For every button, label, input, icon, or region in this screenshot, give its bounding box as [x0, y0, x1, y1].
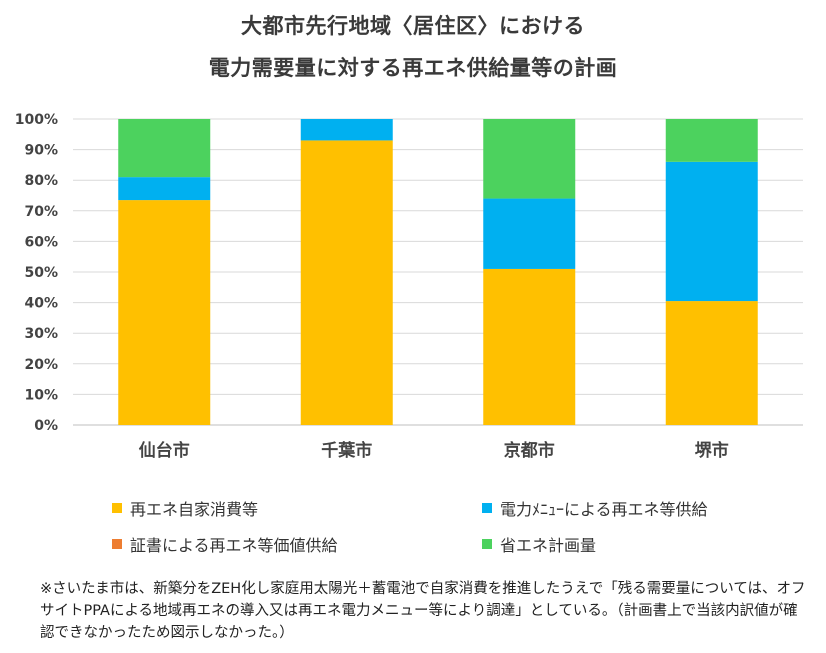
- y-tick-label: 10%: [24, 387, 58, 403]
- bar-segment: [300, 119, 393, 141]
- x-tick-label: 仙台市: [139, 440, 190, 461]
- y-tick-label: 60%: [24, 234, 58, 250]
- legend-label-certificates: 証書による再エネ等価値供給: [130, 536, 338, 555]
- legend-swatch-power-menu: [482, 503, 492, 513]
- y-tick-label: 40%: [24, 296, 58, 312]
- y-tick-label: 0%: [34, 418, 58, 434]
- x-tick-label: 千葉市: [321, 440, 372, 461]
- legend-item-certificates: 証書による再エネ等価値供給: [112, 532, 338, 556]
- y-tick-label: 80%: [24, 173, 58, 189]
- bar-segment: [483, 119, 576, 199]
- chart-title-line2: 電力需要量に対する再エネ供給量等の計画: [208, 56, 618, 80]
- y-tick-label: 30%: [24, 326, 58, 342]
- bar-segment: [483, 268, 576, 425]
- legend-item-energy-saving: 省エネ計画量: [482, 532, 596, 556]
- legend-label-energy-saving: 省エネ計画量: [500, 536, 597, 555]
- y-tick-label: 70%: [24, 204, 58, 220]
- legend-swatch-energy-saving: [482, 539, 492, 549]
- bar-segment: [118, 200, 211, 425]
- legend-label-power-menu: 電力ﾒﾆｭｰによる再エネ等供給: [500, 500, 708, 519]
- bar-segment: [300, 140, 393, 426]
- bar-segment: [665, 161, 758, 302]
- x-tick-label: 堺市: [695, 440, 729, 461]
- bar-segment: [665, 301, 758, 425]
- legend-swatch-certificates: [112, 539, 122, 549]
- stacked-bar-chart: 0% 10% 20% 30% 40% 50% 60% 70% 80% 90% 100% 仙台市 千葉市 京…: [15, 112, 803, 461]
- chart-title-line1: 大都市先行地域〈居住区〉における: [241, 14, 585, 38]
- footnote: ※さいたま市は、新築分をZEH化し家庭用太陽光＋蓄電池で自家消費を推進したうえで…: [40, 581, 806, 641]
- legend-item-power-menu: 電力ﾒﾆｭｰによる再エネ等供給: [482, 496, 708, 520]
- legend-swatch-self-consumption: [112, 503, 122, 513]
- y-tick-label: 20%: [24, 357, 58, 373]
- y-tick-label: 90%: [24, 143, 58, 159]
- bar-segment: [118, 119, 211, 178]
- legend-item-self-consumption: 再エネ自家消費等: [112, 496, 258, 520]
- y-tick-label: 50%: [24, 265, 58, 281]
- bar-segment: [665, 119, 758, 162]
- bar-segment: [483, 198, 576, 269]
- bar-segment: [118, 177, 211, 201]
- x-tick-label: 京都市: [504, 440, 555, 461]
- y-tick-label: 100%: [15, 112, 58, 128]
- legend-label-self-consumption: 再エネ自家消費等: [130, 500, 259, 519]
